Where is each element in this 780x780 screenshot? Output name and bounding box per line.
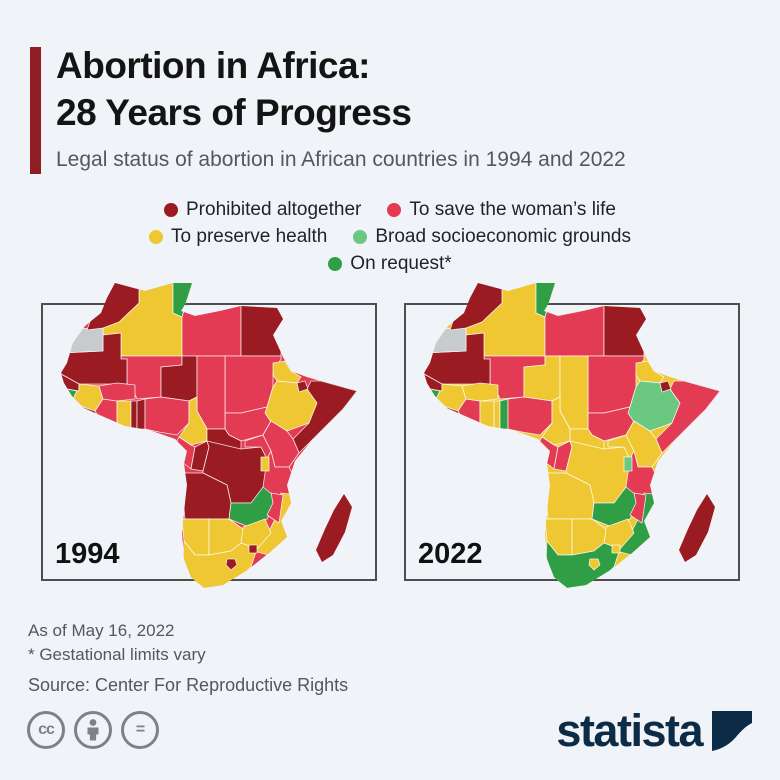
region-rwanda-burundi-1994 bbox=[260, 456, 270, 472]
source-line: Source: Center For Reproductive Rights bbox=[28, 675, 349, 695]
legend-item-on_request: On request* bbox=[328, 253, 452, 275]
map-frame-1994: 1994 bbox=[41, 283, 377, 588]
region-eritrea-1994 bbox=[272, 360, 302, 384]
region-ghana-1994 bbox=[116, 400, 132, 430]
legend-label: On request* bbox=[350, 253, 452, 274]
year-label-1994: 1994 bbox=[55, 538, 120, 570]
region-togo-2022 bbox=[493, 400, 501, 430]
legend-row: To preserve health Broad socioeconomic gr… bbox=[149, 226, 631, 248]
subtitle: Legal status of abortion in African coun… bbox=[56, 148, 626, 171]
legend-item-save_life: To save the woman’s life bbox=[387, 199, 616, 221]
statista-logo-mark-icon bbox=[712, 711, 752, 751]
legend-label: Prohibited altogether bbox=[186, 199, 362, 220]
africa-map-2022 bbox=[424, 283, 720, 588]
region-eswatini-1994 bbox=[248, 544, 258, 554]
cc-license[interactable]: cc = bbox=[27, 711, 159, 749]
region-togo-1994 bbox=[130, 400, 138, 430]
accent-bar bbox=[30, 47, 41, 174]
region-egypt-1994 bbox=[240, 304, 286, 357]
legend-item-preserve_health: To preserve health bbox=[149, 226, 327, 248]
region-nigeria-2022 bbox=[507, 396, 553, 436]
region-tunisia-1994 bbox=[172, 283, 194, 318]
region-tunisia-2022 bbox=[535, 283, 557, 318]
region-madagascar-1994 bbox=[316, 494, 352, 562]
legend-row: Prohibited altogether To save the woman’s… bbox=[164, 199, 616, 221]
legend-dot-preserve_health-icon bbox=[149, 230, 164, 244]
legend-item-prohibited: Prohibited altogether bbox=[164, 199, 361, 221]
region-eritrea-2022 bbox=[635, 360, 665, 384]
region-malawi-1994 bbox=[266, 492, 284, 524]
cc-icon[interactable]: cc bbox=[27, 711, 65, 749]
legend-label: To preserve health bbox=[171, 226, 328, 247]
region-ghana-2022 bbox=[479, 400, 495, 430]
region-morocco-2022 bbox=[449, 283, 503, 331]
cc-by-icon[interactable] bbox=[74, 711, 112, 749]
region-djibouti-1994 bbox=[296, 380, 309, 393]
legend-label: To save the woman’s life bbox=[409, 199, 616, 220]
legend-item-broad: Broad socioeconomic grounds bbox=[353, 226, 631, 248]
statista-logo[interactable]: statista bbox=[556, 707, 752, 755]
africa-map-1994 bbox=[61, 283, 357, 588]
region-benin-2022 bbox=[499, 398, 509, 430]
region-djibouti-2022 bbox=[659, 380, 672, 393]
region-libya-2022 bbox=[544, 302, 605, 357]
legend-dot-on_request-icon bbox=[328, 257, 343, 271]
region-western-sahara-2022 bbox=[424, 327, 467, 354]
region-rwanda-burundi-2022 bbox=[623, 456, 633, 472]
region-western-sahara-1994 bbox=[61, 327, 104, 354]
region-somalia-1994 bbox=[292, 380, 357, 454]
region-morocco-1994 bbox=[86, 283, 140, 331]
region-burkina-faso-2022 bbox=[461, 382, 499, 402]
year-label-2022: 2022 bbox=[418, 538, 483, 570]
page-title: Abortion in Africa: 28 Years of Progress bbox=[56, 42, 412, 136]
note-gestational: * Gestational limits vary bbox=[28, 645, 206, 664]
legend-dot-broad-icon bbox=[353, 230, 368, 244]
note-as-of: As of May 16, 2022 bbox=[28, 621, 175, 640]
map-frame-2022: 2022 bbox=[404, 283, 740, 588]
region-egypt-2022 bbox=[603, 304, 649, 357]
region-libya-1994 bbox=[181, 302, 242, 357]
legend-dot-prohibited-icon bbox=[164, 203, 178, 217]
region-somalia-2022 bbox=[655, 380, 720, 454]
legend-row: On request* bbox=[328, 253, 452, 275]
region-madagascar-2022 bbox=[679, 494, 715, 562]
region-lesotho-2022 bbox=[588, 558, 601, 571]
region-lesotho-1994 bbox=[225, 558, 238, 571]
region-benin-1994 bbox=[136, 398, 146, 430]
region-burkina-faso-1994 bbox=[98, 382, 136, 402]
legend-label: Broad socioeconomic grounds bbox=[375, 226, 631, 247]
title-line2: 28 Years of Progress bbox=[56, 92, 412, 133]
region-eswatini-2022 bbox=[611, 544, 621, 554]
legend-dot-save_life-icon bbox=[387, 203, 402, 217]
legend: Prohibited altogether To save the woman’s… bbox=[0, 199, 780, 275]
title-line1: Abortion in Africa: bbox=[56, 45, 370, 86]
region-malawi-2022 bbox=[629, 492, 647, 524]
region-nigeria-1994 bbox=[144, 396, 190, 436]
statista-logo-text: statista bbox=[556, 705, 703, 756]
cc-nd-icon[interactable]: = bbox=[121, 711, 159, 749]
